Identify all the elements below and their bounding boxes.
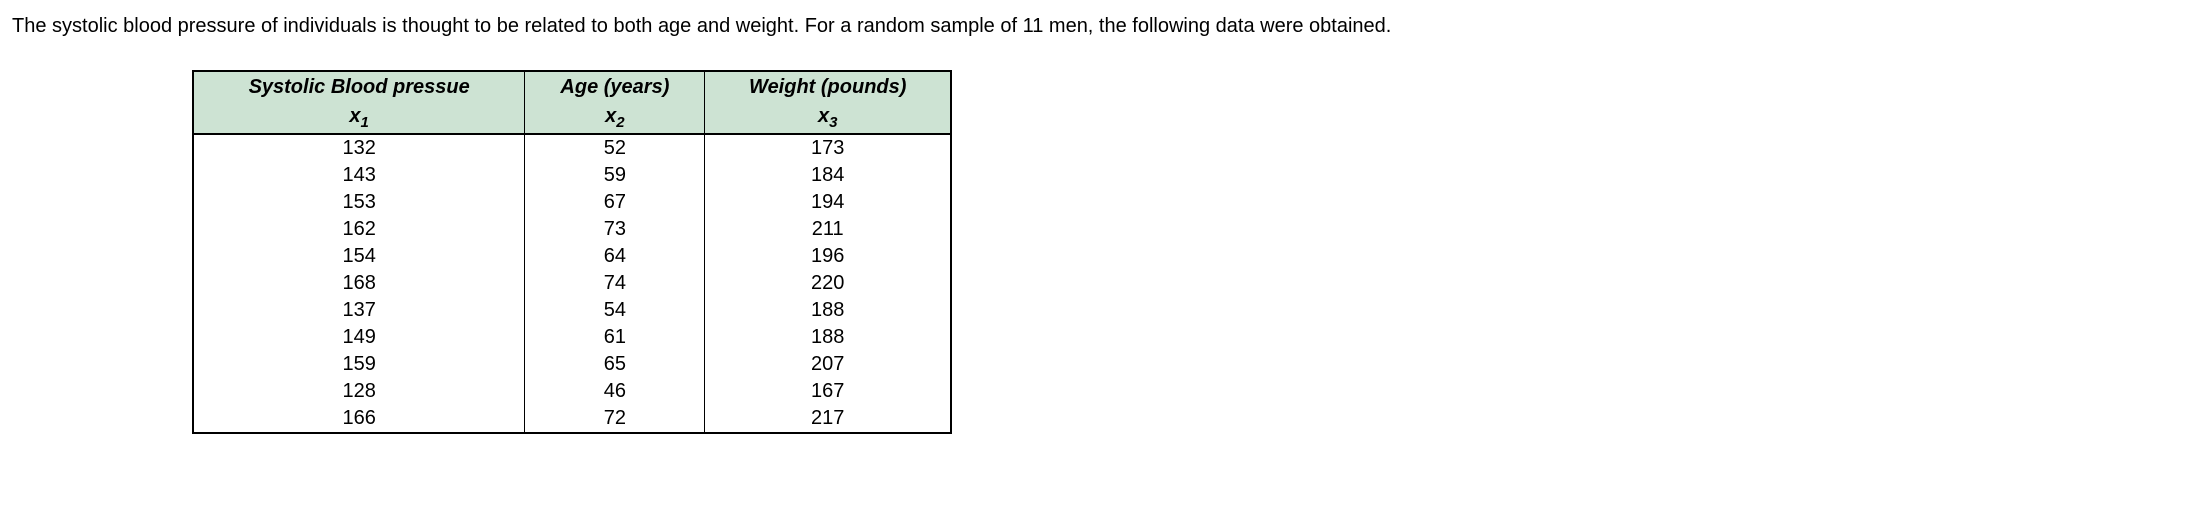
table-row: 13754188 (193, 297, 951, 324)
table-cell: 194 (705, 189, 951, 216)
table-cell: 207 (705, 351, 951, 378)
table-cell: 211 (705, 216, 951, 243)
variable-label-x3: x3 (705, 103, 951, 134)
table-cell: 166 (193, 405, 525, 433)
table-cell: 52 (525, 134, 705, 162)
table-cell: 64 (525, 243, 705, 270)
variable-label-x1: x1 (193, 103, 525, 134)
table-cell: 137 (193, 297, 525, 324)
intro-paragraph: The systolic blood pressure of individua… (12, 12, 2174, 40)
table-cell: 196 (705, 243, 951, 270)
table-cell: 59 (525, 162, 705, 189)
table-cell: 72 (525, 405, 705, 433)
table-cell: 128 (193, 378, 525, 405)
table-cell: 217 (705, 405, 951, 433)
table-cell: 188 (705, 324, 951, 351)
table-cell: 74 (525, 270, 705, 297)
table-row: 15965207 (193, 351, 951, 378)
table-row: 16273211 (193, 216, 951, 243)
table-cell: 184 (705, 162, 951, 189)
table-cell: 143 (193, 162, 525, 189)
table-row: 13252173 (193, 134, 951, 162)
table-body: 1325217314359184153671941627321115464196… (193, 134, 951, 433)
table-cell: 73 (525, 216, 705, 243)
table-row: 12846167 (193, 378, 951, 405)
table-cell: 173 (705, 134, 951, 162)
table-cell: 168 (193, 270, 525, 297)
table-cell: 159 (193, 351, 525, 378)
table-cell: 149 (193, 324, 525, 351)
variable-label-x2: x2 (525, 103, 705, 134)
table-cell: 67 (525, 189, 705, 216)
column-header-weight: Weight (pounds) (705, 71, 951, 103)
table-cell: 61 (525, 324, 705, 351)
table-cell: 154 (193, 243, 525, 270)
table-row: 15464196 (193, 243, 951, 270)
column-header-systolic: Systolic Blood pressue (193, 71, 525, 103)
table-cell: 167 (705, 378, 951, 405)
table-row: 16874220 (193, 270, 951, 297)
table-cell: 153 (193, 189, 525, 216)
table-subheader-row: x1 x2 x3 (193, 103, 951, 134)
table-cell: 54 (525, 297, 705, 324)
table-cell: 220 (705, 270, 951, 297)
table-cell: 162 (193, 216, 525, 243)
table-row: 14359184 (193, 162, 951, 189)
table-header-row: Systolic Blood pressue Age (years) Weigh… (193, 71, 951, 103)
column-header-age: Age (years) (525, 71, 705, 103)
table-cell: 188 (705, 297, 951, 324)
table-cell: 132 (193, 134, 525, 162)
table-cell: 65 (525, 351, 705, 378)
table-row: 16672217 (193, 405, 951, 433)
table-cell: 46 (525, 378, 705, 405)
table-row: 14961188 (193, 324, 951, 351)
blood-pressure-data-table: Systolic Blood pressue Age (years) Weigh… (192, 70, 952, 434)
table-row: 15367194 (193, 189, 951, 216)
